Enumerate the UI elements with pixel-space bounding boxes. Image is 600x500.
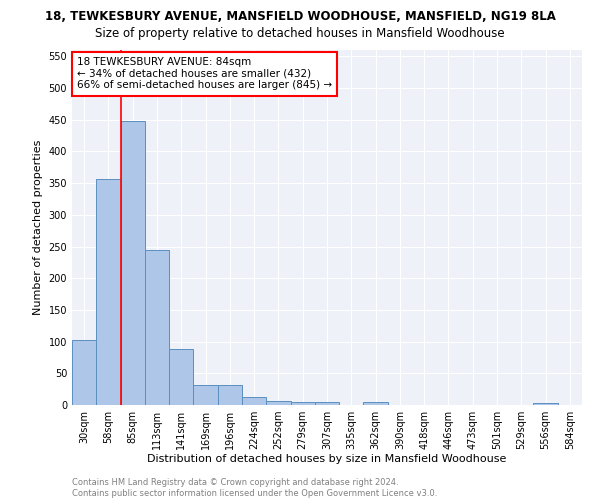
Text: 18 TEWKESBURY AVENUE: 84sqm
← 34% of detached houses are smaller (432)
66% of se: 18 TEWKESBURY AVENUE: 84sqm ← 34% of det…: [77, 57, 332, 90]
Bar: [533, 403, 558, 405]
Bar: [121, 121, 145, 405]
Bar: [266, 400, 290, 405]
X-axis label: Distribution of detached houses by size in Mansfield Woodhouse: Distribution of detached houses by size …: [148, 454, 506, 464]
Text: Contains HM Land Registry data © Crown copyright and database right 2024.
Contai: Contains HM Land Registry data © Crown c…: [72, 478, 437, 498]
Bar: [193, 384, 218, 405]
Text: Size of property relative to detached houses in Mansfield Woodhouse: Size of property relative to detached ho…: [95, 28, 505, 40]
Y-axis label: Number of detached properties: Number of detached properties: [33, 140, 43, 315]
Bar: [315, 402, 339, 405]
Bar: [96, 178, 121, 405]
Bar: [290, 402, 315, 405]
Bar: [169, 349, 193, 405]
Bar: [218, 384, 242, 405]
Bar: [72, 340, 96, 405]
Bar: [242, 397, 266, 405]
Text: 18, TEWKESBURY AVENUE, MANSFIELD WOODHOUSE, MANSFIELD, NG19 8LA: 18, TEWKESBURY AVENUE, MANSFIELD WOODHOU…: [44, 10, 556, 23]
Bar: [145, 250, 169, 405]
Bar: [364, 402, 388, 405]
